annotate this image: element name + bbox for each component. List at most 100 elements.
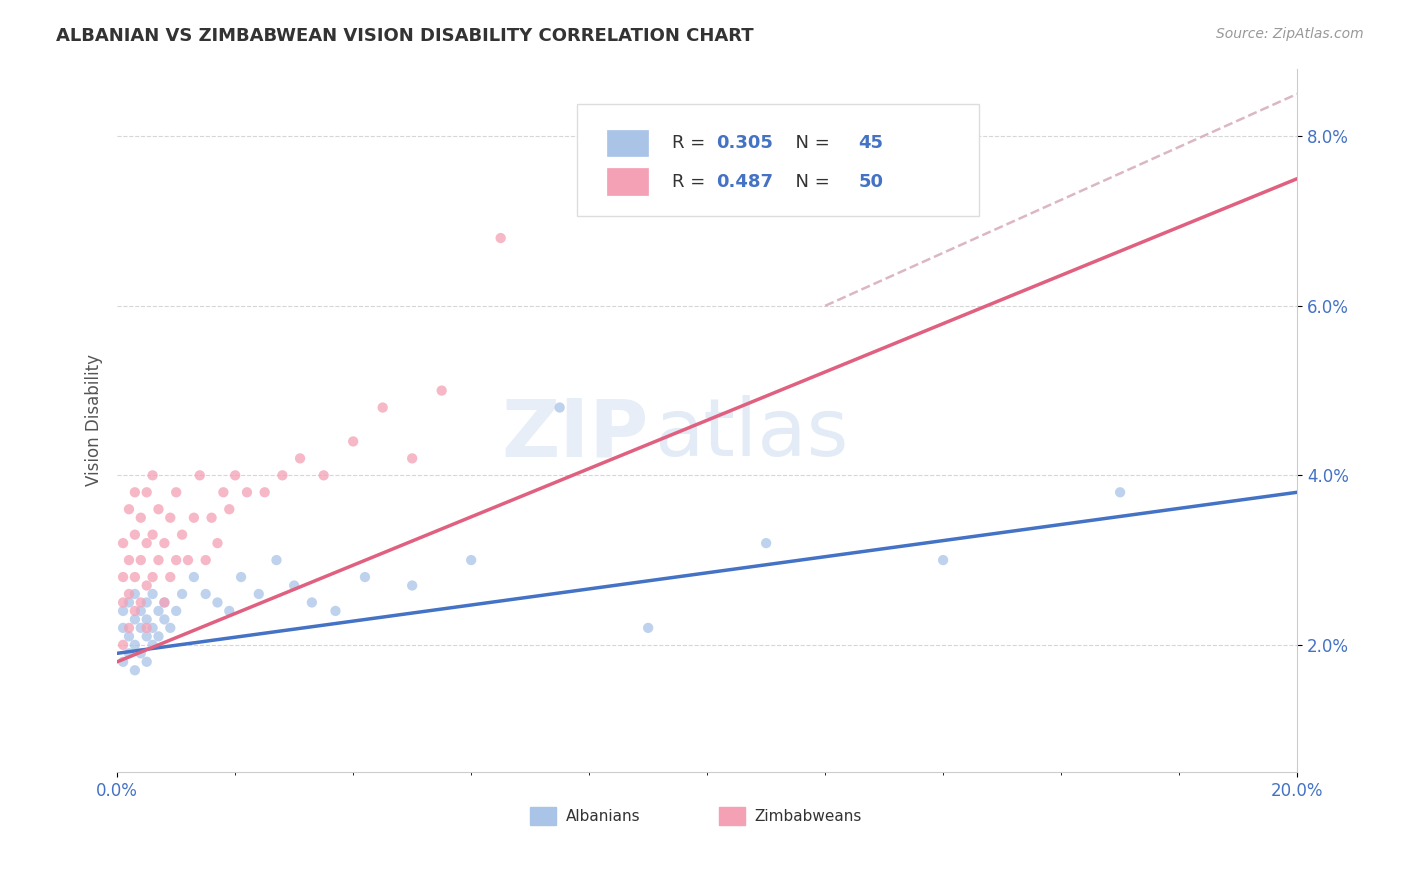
Point [124,485,146,500]
Text: ALBANIAN VS ZIMBABWEAN VISION DISABILITY CORRELATION CHART: ALBANIAN VS ZIMBABWEAN VISION DISABILITY… [56,27,754,45]
Point [142,621,165,635]
Point [153,595,176,609]
Text: 0.305: 0.305 [717,134,773,152]
Text: atlas: atlas [654,395,848,474]
Point [354,570,377,584]
Point [183,570,205,584]
Point [229,570,252,584]
Point [253,485,276,500]
Point [124,570,146,584]
Point [129,553,152,567]
Point [430,384,453,398]
Point [401,451,423,466]
Point [755,536,778,550]
Point [129,595,152,609]
Text: 0.487: 0.487 [717,173,773,191]
Point [135,485,157,500]
Point [142,638,165,652]
Point [165,604,187,618]
Point [124,527,146,541]
Point [118,553,141,567]
Text: Albanians: Albanians [565,809,640,824]
Point [218,502,240,516]
Point [129,646,152,660]
FancyBboxPatch shape [718,807,745,825]
Point [172,527,194,541]
FancyBboxPatch shape [607,169,648,195]
Point [371,401,394,415]
Point [165,553,187,567]
Point [124,638,146,652]
Text: 45: 45 [858,134,883,152]
Point [200,510,222,524]
Text: N =: N = [783,173,835,191]
Point [153,612,176,626]
Point [129,621,152,635]
Point [135,578,157,592]
Point [112,570,135,584]
Point [118,621,141,635]
Point [118,587,141,601]
Point [112,595,135,609]
Point [148,502,170,516]
Point [153,536,176,550]
Point [112,655,135,669]
Point [183,510,205,524]
Point [112,536,135,550]
Point [247,587,270,601]
Point [129,604,152,618]
Point [153,595,176,609]
Point [142,570,165,584]
Text: Zimbabweans: Zimbabweans [755,809,862,824]
Text: R =: R = [672,134,711,152]
Point [142,468,165,483]
Point [124,663,146,677]
Point [135,629,157,643]
Point [188,468,211,483]
Text: Source: ZipAtlas.com: Source: ZipAtlas.com [1216,27,1364,41]
Point [301,595,323,609]
Text: N =: N = [783,134,835,152]
Point [129,510,152,524]
Point [194,587,217,601]
Text: ZIP: ZIP [501,395,648,474]
Point [325,604,347,618]
Point [266,553,288,567]
Point [165,485,187,500]
Point [207,595,229,609]
Text: 50: 50 [858,173,883,191]
Point [159,621,181,635]
Point [135,621,157,635]
Point [401,578,423,592]
Point [1109,485,1132,500]
Point [135,655,157,669]
FancyBboxPatch shape [530,807,557,825]
Point [236,485,259,500]
Point [118,595,141,609]
Point [288,451,311,466]
FancyBboxPatch shape [578,103,979,216]
Point [148,553,170,567]
Point [489,231,512,245]
Point [932,553,955,567]
Point [118,502,141,516]
Point [148,604,170,618]
Point [637,621,659,635]
Point [159,570,181,584]
Point [212,485,235,500]
Point [548,401,571,415]
Point [218,604,240,618]
Text: R =: R = [672,173,711,191]
Point [342,434,364,449]
Point [124,587,146,601]
Point [148,629,170,643]
Point [124,604,146,618]
Point [142,587,165,601]
Point [460,553,482,567]
FancyBboxPatch shape [607,129,648,156]
Point [112,621,135,635]
Point [135,612,157,626]
Y-axis label: Vision Disability: Vision Disability [86,354,103,486]
Point [112,638,135,652]
Point [224,468,246,483]
